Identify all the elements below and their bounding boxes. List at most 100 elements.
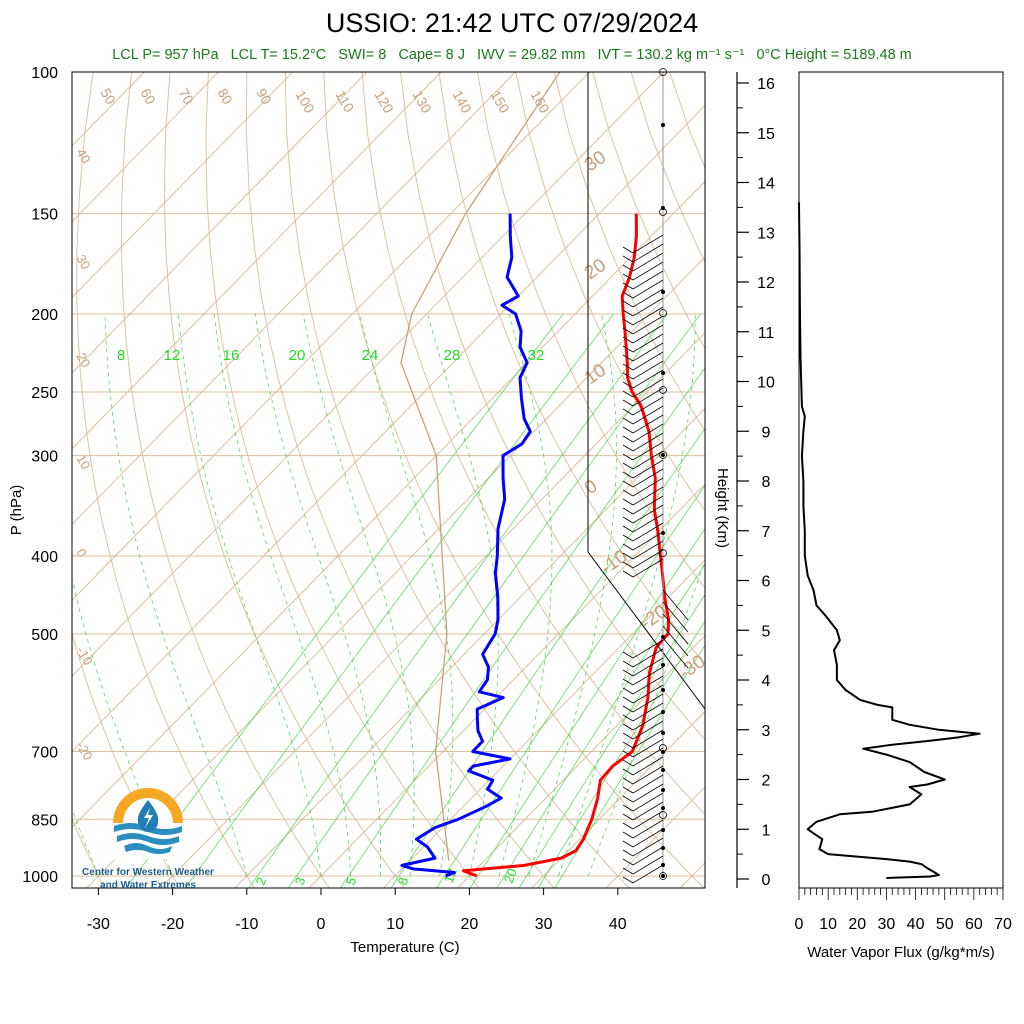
wind-barb-shaft [632, 684, 664, 704]
wind-barb-flag [622, 444, 634, 452]
moist-adiabat-line [359, 313, 454, 877]
wind-barb-shaft [632, 414, 664, 434]
wind-barb-flag [622, 660, 634, 668]
wind-barb-shaft [632, 441, 664, 461]
wind-barb-flag [622, 804, 634, 812]
dry-adiabat-line [815, 54, 1024, 893]
cw3e-logo: Center for Western Weather and Water Ext… [82, 788, 214, 891]
dry-adiabat-label: 10 [73, 452, 93, 472]
flux-tick-label: 50 [936, 916, 954, 933]
height-tick-label: 9 [762, 424, 771, 441]
isotherm-line [72, 72, 442, 450]
calm-wind-circle [659, 451, 667, 459]
wind-barb-shaft [632, 549, 664, 569]
dry-adiabat-line [400, 72, 705, 741]
dry-adiabat-label: -10 [73, 644, 95, 668]
ivt-value: IVT = 130.2 kg m⁻¹ s⁻¹ [597, 47, 745, 63]
pressure-tick-label: 700 [31, 744, 58, 761]
wind-barb-shaft [632, 666, 664, 686]
wind-barb-flag [622, 858, 634, 866]
dry-adiabat-label: 30 [73, 252, 93, 272]
wind-barb-shaft [632, 315, 664, 335]
isotherm-label: 110 [332, 88, 357, 116]
wind-barb-flag [622, 786, 634, 794]
wind-barb-flag [622, 741, 634, 749]
wind-barb-shaft [632, 855, 664, 875]
wind-barb-shaft [632, 720, 664, 740]
isotherm-label: 80 [214, 86, 236, 108]
wind-barb-flag [622, 840, 634, 848]
mixing-ratio-line [339, 367, 705, 888]
isotherm-line [308, 483, 705, 888]
moist-adiabat-line [528, 313, 617, 877]
mixing-ratio-line [518, 593, 705, 888]
isotherm-line [72, 72, 220, 223]
temperature-tick-label: -10 [235, 916, 258, 933]
wind-barb-shaft [632, 288, 664, 308]
wind-barb-flag [622, 345, 634, 353]
wind-barb-column [587, 68, 706, 884]
isotherm-line [72, 72, 665, 677]
moist-adiabat-line [587, 559, 705, 877]
wind-barb-shaft [632, 792, 664, 812]
height-tick-label: 10 [757, 375, 775, 392]
dry-adiabat-label: 40 [73, 146, 93, 166]
wind-barb-shaft [662, 589, 689, 621]
wind-barb-shaft [632, 801, 664, 821]
isotherm-label: 130 [409, 88, 435, 116]
moist-adiabat-label: -30 [675, 651, 710, 684]
wind-level-dot [661, 828, 665, 832]
dry-adiabat-line [701, 54, 1024, 893]
dry-adiabat-line [361, 72, 705, 816]
wind-level-dot [661, 688, 665, 692]
pressure-tick-label: 400 [31, 549, 58, 566]
moist-adiabat-line [178, 313, 322, 877]
wind-barb-flag [622, 651, 634, 659]
cape-value: Cape= 8 J [398, 47, 465, 63]
mixing-ratio-label: 20 [289, 347, 306, 364]
wind-barb-shaft [632, 540, 664, 560]
wind-barb-shaft [632, 468, 664, 488]
logo-line-1: Center for Western Weather [82, 867, 214, 878]
temperature-tick-label: -30 [87, 916, 110, 933]
mixing-ratio-label: 24 [362, 347, 379, 364]
mixing-ratio-label: 2 [253, 875, 270, 887]
wind-level-dot [661, 750, 665, 754]
dry-adiabat-line [205, 72, 480, 888]
wind-barb-shaft [632, 738, 664, 758]
dry-adiabat-line [438, 72, 705, 666]
moist-adiabat-line [558, 314, 696, 877]
mixing-ratio-line [248, 313, 668, 888]
diagnostics-line: LCL P= 957 hPa LCL T= 15.2°C SWI= 8 Cape… [0, 47, 1024, 63]
height-tick-label: 2 [762, 773, 771, 790]
wind-barb-shaft [632, 351, 664, 371]
temperature-tick-label: 40 [609, 916, 627, 933]
wind-barb-flag [622, 876, 634, 884]
calm-wind-circle [659, 309, 667, 317]
dry-adiabat-line [72, 817, 106, 888]
mixing-ratio-line [436, 484, 705, 888]
height-tick-label: 11 [758, 325, 775, 342]
height-tick-label: 15 [757, 126, 775, 143]
wind-barb-shaft [632, 297, 664, 317]
parcel-trace [400, 72, 561, 861]
dry-adiabat-line [72, 631, 181, 888]
wind-barb-flag [622, 399, 634, 407]
wind-barb-shaft [632, 648, 664, 668]
wind-barb-shaft [632, 387, 664, 407]
mixing-ratio-line [537, 620, 705, 888]
moist-adiabat-line [254, 313, 382, 876]
dry-adiabat-line [120, 72, 330, 888]
swi-value: SWI= 8 [338, 47, 387, 63]
wind-level-dot [661, 663, 665, 667]
wind-barb-shaft [632, 828, 664, 848]
wind-barb-flag [622, 282, 634, 290]
pressure-tick-label: 850 [31, 812, 58, 829]
dry-adiabat-line [777, 54, 1024, 893]
wind-barb-shaft [662, 601, 689, 633]
temperature-axis-label: Temperature (C) [350, 939, 459, 956]
wind-level-dot [661, 371, 665, 375]
flux-frame [798, 71, 1004, 889]
mixing-ratio-line [496, 563, 705, 888]
flux-tick-label: 0 [795, 916, 804, 933]
